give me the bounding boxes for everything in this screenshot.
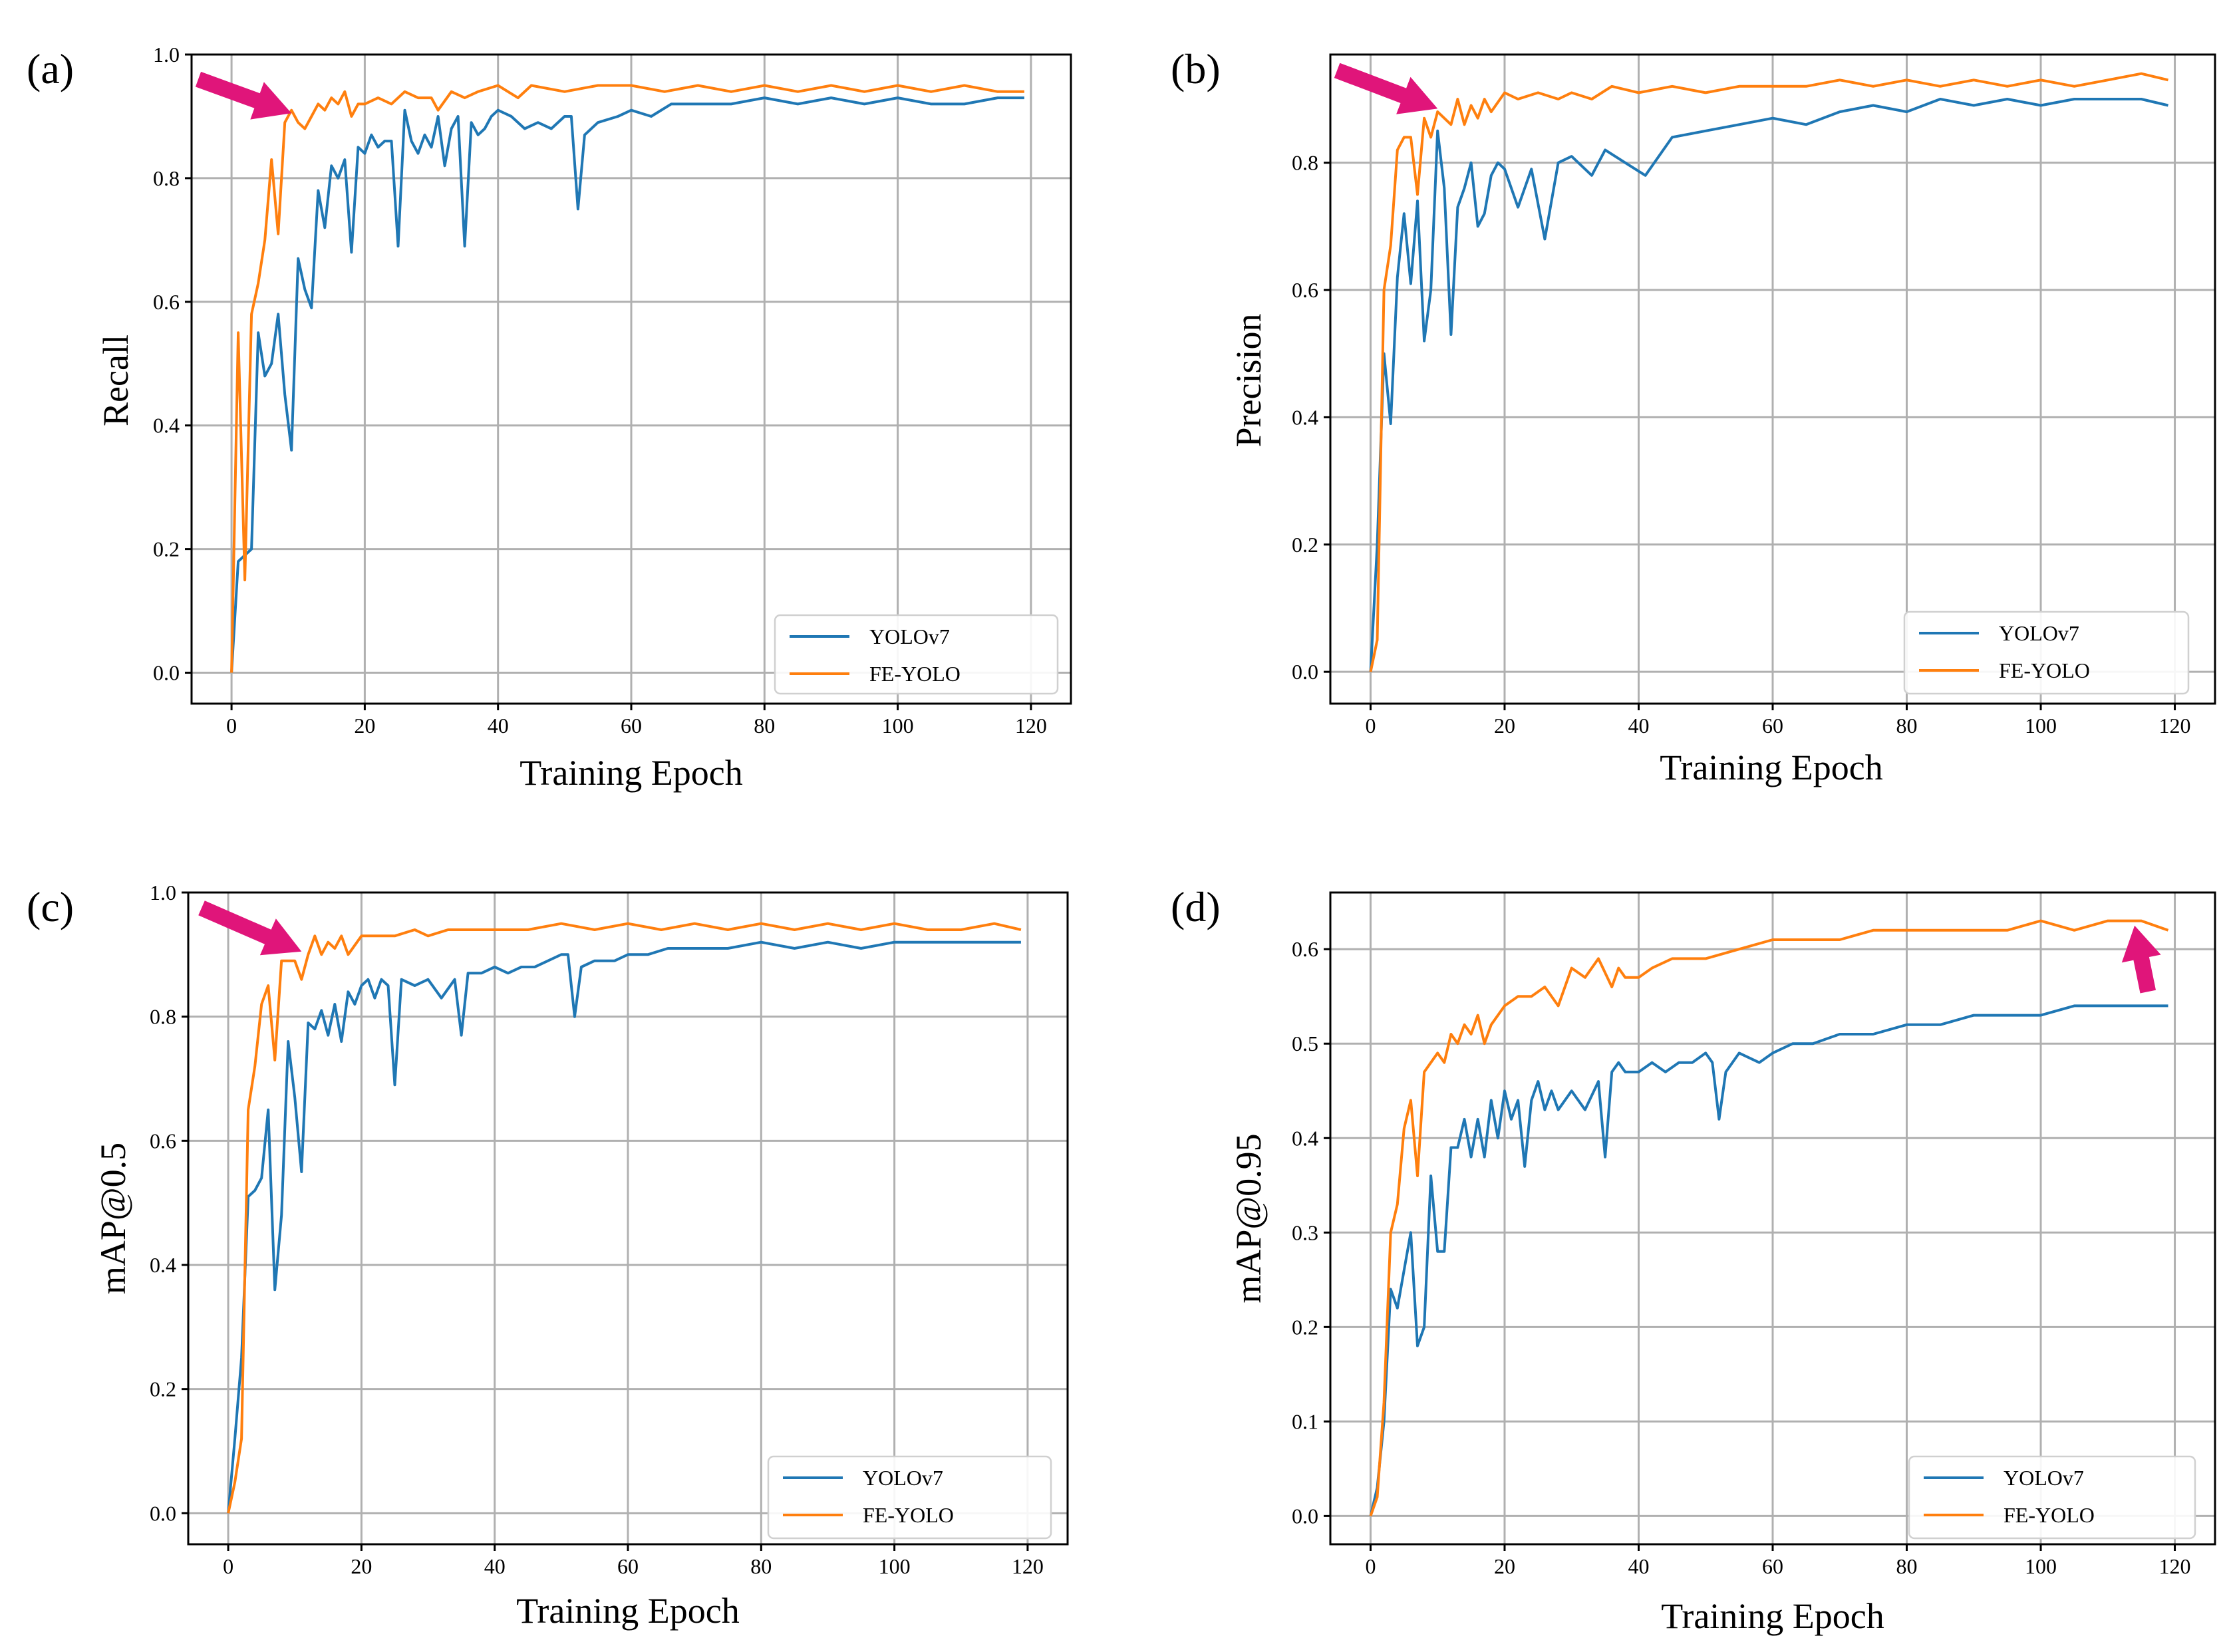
x-tick-label: 40 bbox=[1628, 1554, 1649, 1578]
x-tick-label: 0 bbox=[1365, 1554, 1376, 1578]
legend-label-yolov7: YOLOv7 bbox=[863, 1466, 943, 1490]
x-tick-label: 20 bbox=[351, 1554, 372, 1578]
y-axis-label: mAP@0.5 bbox=[93, 1143, 133, 1294]
y-axis-label: mAP@0.95 bbox=[1229, 1133, 1268, 1303]
y-tick-label: 0.0 bbox=[1292, 660, 1318, 684]
x-tick-label: 20 bbox=[1494, 1554, 1515, 1578]
series-line-yolov7 bbox=[227, 940, 1021, 1514]
panel-label: (c) bbox=[27, 883, 74, 930]
x-tick-label: 80 bbox=[754, 714, 775, 738]
panel-d: (d) 0 20 40 60 80 100 120 0.0 0.1 0.2 0.3 0.4 0.5 0.6 T… bbox=[1171, 883, 2216, 1636]
y-tick-label: 0.4 bbox=[150, 1253, 176, 1277]
x-tick-label: 40 bbox=[484, 1554, 506, 1578]
panel-label: (a) bbox=[27, 45, 74, 92]
x-tick-label: 40 bbox=[488, 714, 509, 738]
legend: YOLOv7 FE-YOLO bbox=[1903, 611, 2190, 695]
y-tick-label: 1.0 bbox=[150, 881, 176, 904]
x-tick-label: 120 bbox=[1012, 1554, 1044, 1578]
panel-c: (c) 0 20 40 60 80 100 120 0.0 0.2 0.4 0.6 0.8 1.0 Trai… bbox=[27, 881, 1069, 1631]
x-tick-label: 80 bbox=[1896, 1554, 1918, 1578]
y-tick-label: 0.2 bbox=[153, 537, 180, 561]
legend-label-yolov7: YOLOv7 bbox=[1999, 621, 2079, 645]
series-line-yolov7 bbox=[1369, 98, 2168, 672]
y-tick-label: 0.3 bbox=[1292, 1220, 1318, 1244]
y-tick-label: 0.8 bbox=[150, 1005, 176, 1029]
y-tick-label: 0.5 bbox=[1292, 1032, 1318, 1055]
legend: YOLOv7 FE-YOLO bbox=[1908, 1455, 2196, 1540]
y-tick-label: 0.4 bbox=[1292, 405, 1318, 429]
x-tick-label: 60 bbox=[1762, 714, 1783, 738]
series-line-fe-yolo bbox=[230, 84, 1024, 673]
x-tick-label: 100 bbox=[2025, 714, 2057, 738]
x-tick-label: 20 bbox=[1494, 714, 1515, 738]
legend: YOLOv7 FE-YOLO bbox=[774, 614, 1059, 695]
y-tick-label: 0.0 bbox=[150, 1501, 176, 1525]
x-axis-label: Training Epoch bbox=[516, 1591, 740, 1631]
x-tick-label: 100 bbox=[882, 714, 914, 738]
series-line-yolov7 bbox=[230, 96, 1024, 673]
annotation-arrow bbox=[2121, 925, 2161, 994]
y-tick-label: 0.2 bbox=[1292, 533, 1318, 557]
panel-b: (b) 0 20 40 60 80 100 120 0.0 0.2 0.4 0.6 0.8 Trainin… bbox=[1171, 45, 2216, 787]
x-tick-label: 60 bbox=[617, 1554, 639, 1578]
x-tick-label: 80 bbox=[1896, 714, 1918, 738]
legend-label-fe-yolo: FE-YOLO bbox=[1999, 658, 2090, 682]
y-axis-label: Precision bbox=[1229, 314, 1268, 448]
y-axis-label: Recall bbox=[96, 335, 136, 426]
legend-label-fe-yolo: FE-YOLO bbox=[863, 1503, 954, 1527]
annotation-arrow bbox=[198, 900, 302, 956]
legend-label-fe-yolo: FE-YOLO bbox=[869, 662, 961, 686]
x-tick-label: 0 bbox=[1365, 714, 1376, 738]
y-tick-label: 0.6 bbox=[153, 290, 180, 314]
x-tick-label: 100 bbox=[2025, 1554, 2057, 1578]
x-tick-label: 80 bbox=[750, 1554, 772, 1578]
x-tick-label: 100 bbox=[879, 1554, 911, 1578]
x-tick-label: 20 bbox=[354, 714, 375, 738]
series-line-fe-yolo bbox=[1369, 72, 2168, 672]
annotation-arrow bbox=[195, 71, 292, 120]
x-tick-label: 40 bbox=[1628, 714, 1649, 738]
legend-label-yolov7: YOLOv7 bbox=[2004, 1466, 2084, 1490]
legend-label-fe-yolo: FE-YOLO bbox=[2004, 1503, 2095, 1527]
x-tick-label: 120 bbox=[2159, 1554, 2191, 1578]
y-tick-label: 1.0 bbox=[153, 43, 180, 67]
y-tick-label: 0.0 bbox=[1292, 1504, 1318, 1528]
x-tick-label: 120 bbox=[2159, 714, 2191, 738]
y-tick-label: 0.0 bbox=[153, 661, 180, 685]
series-line-fe-yolo bbox=[227, 922, 1022, 1514]
y-tick-label: 0.4 bbox=[153, 414, 180, 438]
x-axis-label: Training Epoch bbox=[520, 753, 743, 793]
y-tick-label: 0.4 bbox=[1292, 1126, 1318, 1150]
panel-label: (d) bbox=[1171, 883, 1221, 930]
x-tick-label: 0 bbox=[223, 1554, 233, 1578]
x-tick-label: 0 bbox=[226, 714, 237, 738]
panel-label: (b) bbox=[1171, 45, 1221, 92]
x-tick-label: 60 bbox=[1762, 1554, 1783, 1578]
legend-label-yolov7: YOLOv7 bbox=[869, 624, 950, 648]
y-tick-label: 0.6 bbox=[1292, 937, 1318, 961]
y-tick-label: 0.8 bbox=[1292, 151, 1318, 175]
series-line-yolov7 bbox=[1369, 1004, 2168, 1516]
series-line-fe-yolo bbox=[1369, 919, 2169, 1517]
x-tick-label: 60 bbox=[621, 714, 642, 738]
y-tick-label: 0.2 bbox=[1292, 1315, 1318, 1339]
y-tick-label: 0.6 bbox=[1292, 278, 1318, 302]
legend: YOLOv7 FE-YOLO bbox=[767, 1455, 1052, 1540]
y-tick-label: 0.1 bbox=[1292, 1409, 1318, 1433]
x-axis-label: Training Epoch bbox=[1660, 748, 1883, 787]
y-tick-label: 0.8 bbox=[153, 166, 180, 190]
annotation-arrow bbox=[1334, 63, 1438, 114]
x-tick-label: 120 bbox=[1015, 714, 1047, 738]
y-tick-label: 0.6 bbox=[150, 1129, 176, 1153]
x-axis-label: Training Epoch bbox=[1661, 1596, 1884, 1636]
panel-a: (a) 0 20 40 60 80 100 120 0.0 0.2 0.4 0.6 0.8 1.0 Trai… bbox=[27, 43, 1072, 793]
y-tick-label: 0.2 bbox=[150, 1377, 176, 1401]
